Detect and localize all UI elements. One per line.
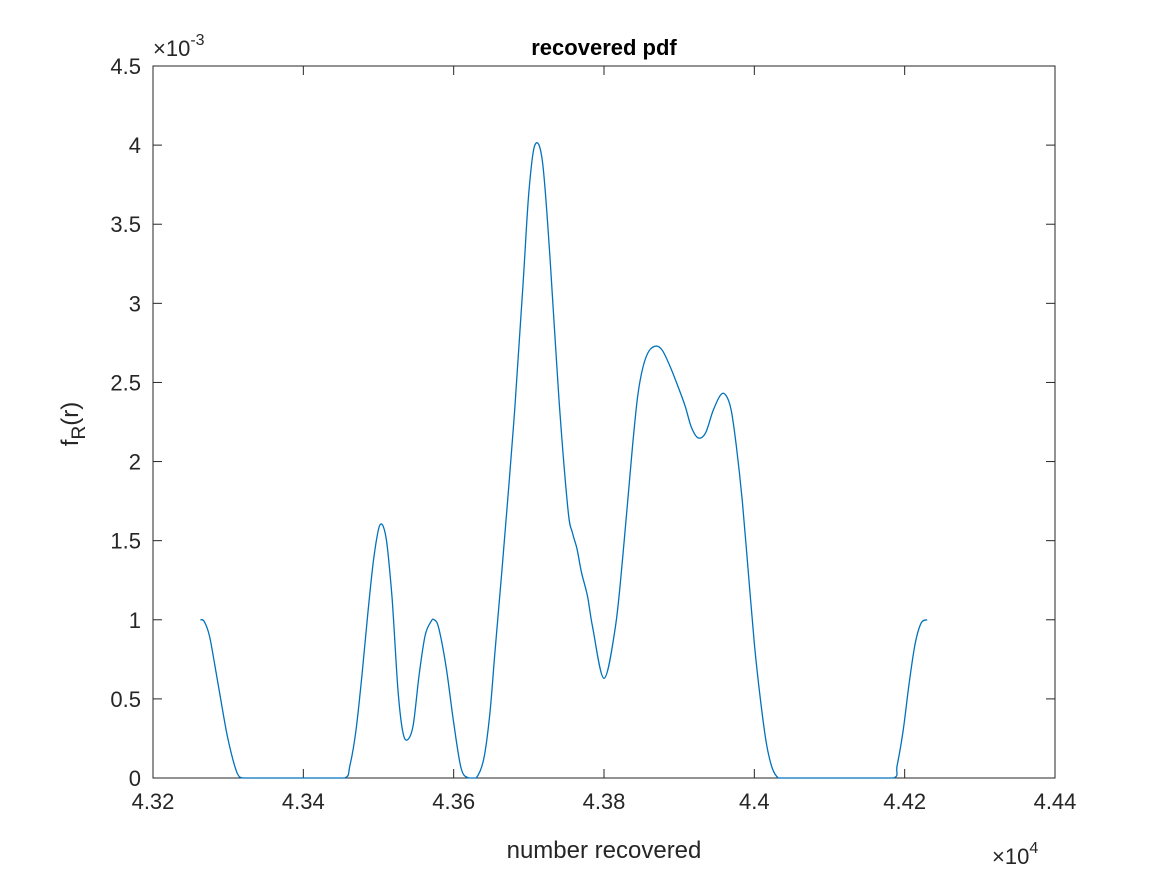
y-exponent-power: -3 (190, 32, 204, 49)
plot-area: 4.32 4.34 4.36 4.38 4.4 4.42 4.44 0 0.5 1 1.5 2 2.5 3… (110, 54, 1076, 814)
x-tick-label: 4.32 (132, 789, 175, 814)
x-tick-label: 4.42 (883, 789, 926, 814)
y-axis-label: fR(r) (57, 402, 90, 446)
y-tick-label: 3.5 (110, 212, 141, 237)
axes-box (152, 65, 1056, 779)
x-exponent-power: 4 (1029, 840, 1038, 857)
x-exponent-base: ×10 (992, 844, 1029, 869)
y-axis-label-suffix: (r) (57, 402, 84, 426)
x-tick-label: 4.38 (583, 789, 626, 814)
y-tick-label: 2 (129, 450, 141, 475)
pdf-series-line (200, 142, 928, 779)
y-exponent-base: ×10 (153, 36, 190, 61)
y-tick-label: 0.5 (110, 687, 141, 712)
y-tick-label: 1 (129, 608, 141, 633)
x-tick-label: 4.4 (739, 789, 770, 814)
y-tick-label: 0 (129, 766, 141, 791)
x-axis-label: number recovered (507, 837, 702, 864)
y-axis-label-subscript: R (69, 426, 90, 440)
x-tick-label: 4.44 (1034, 789, 1077, 814)
x-tick-label: 4.34 (282, 789, 325, 814)
y-tick-label: 1.5 (110, 529, 141, 554)
y-tick-label: 2.5 (110, 370, 141, 395)
y-tick-label: 4 (129, 133, 141, 158)
x-tick-label: 4.36 (432, 789, 475, 814)
y-axis-label-main: f (57, 439, 84, 446)
y-axis-exponent: ×10-3 (153, 32, 205, 61)
chart-title: recovered pdf (531, 35, 677, 60)
y-tick-label: 4.5 (110, 54, 141, 79)
x-axis-exponent: ×104 (992, 840, 1038, 869)
y-tick-label: 3 (129, 291, 141, 316)
